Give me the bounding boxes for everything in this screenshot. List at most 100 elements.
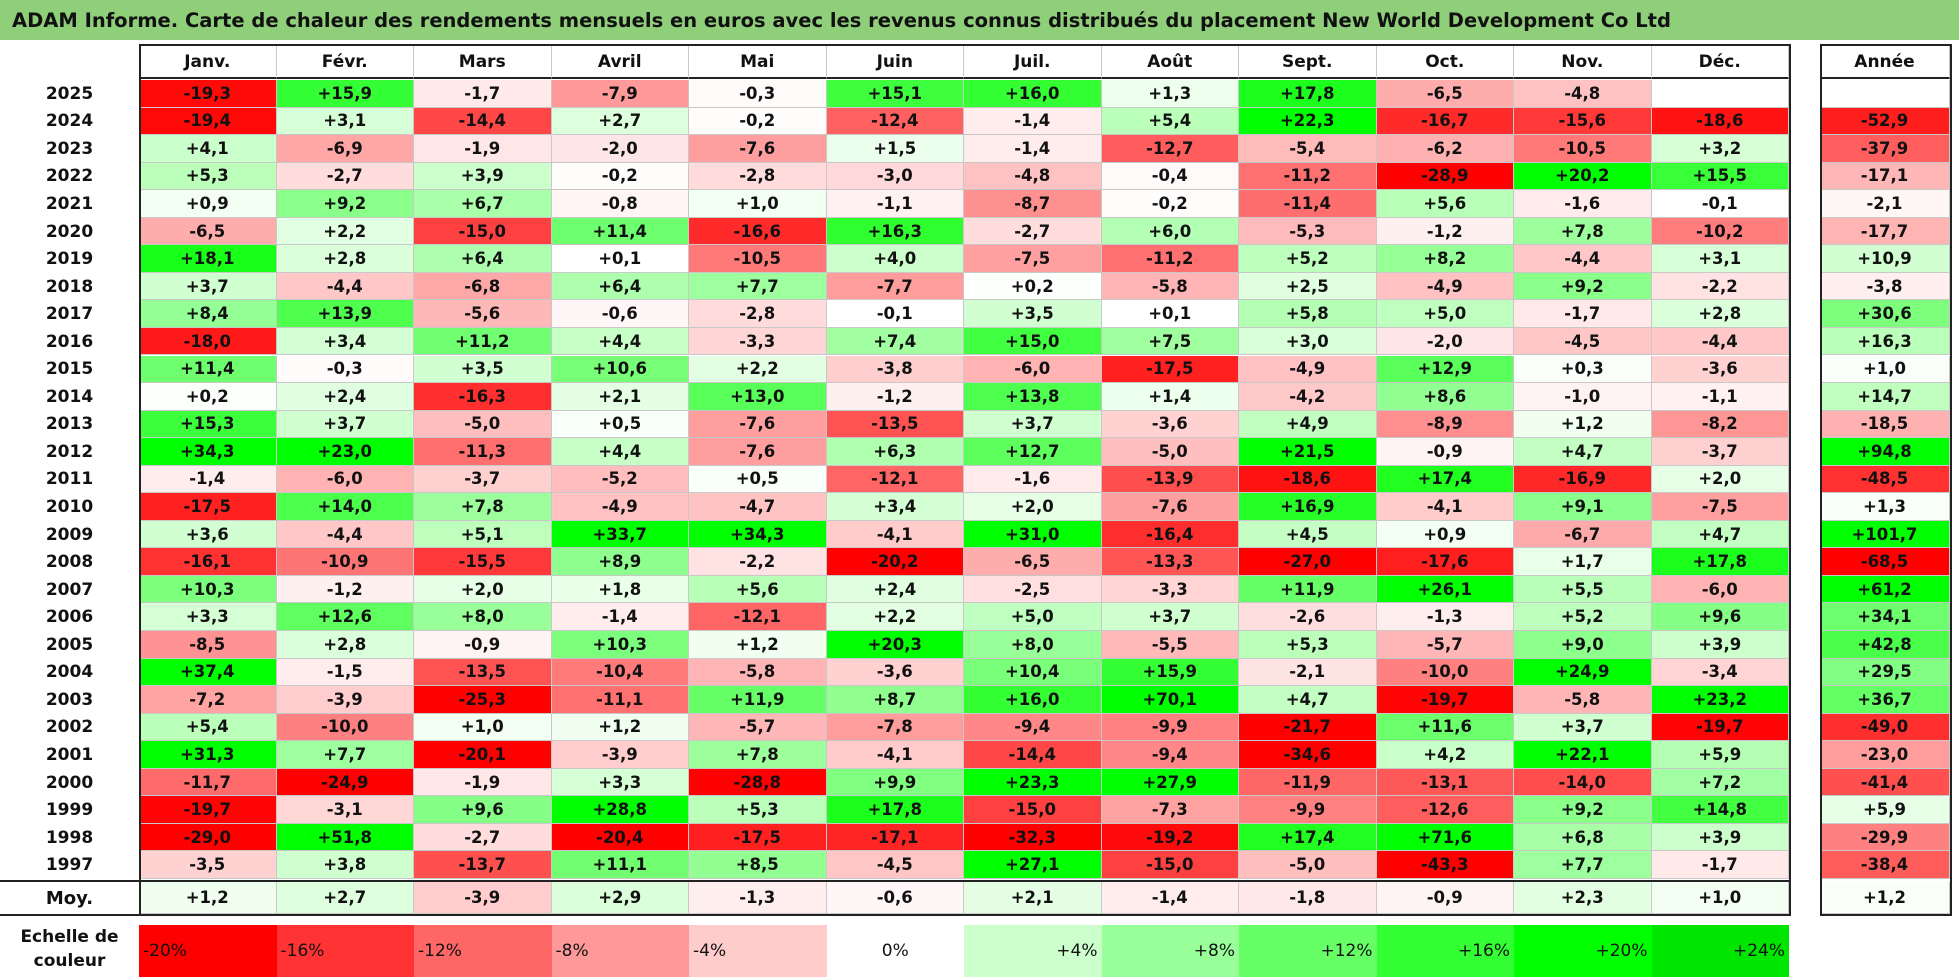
heatmap-cell: +7,2 [1651,768,1789,797]
heatmap-cell: -7,7 [826,272,964,301]
heatmap-cell: -5,3 [1239,217,1377,246]
heatmap-cell: -1,6 [1514,190,1652,218]
heatmap-cell: -13,5 [826,410,964,439]
heatmap-cell: -2,8 [689,162,827,191]
heatmap-cell: -0,9 [414,631,552,659]
color-scale-swatch: +20% [1514,925,1652,977]
heatmap-cell: +15,1 [826,80,964,108]
heatmap-cell: +12,6 [276,603,414,631]
year-label: 2023 [45,138,94,159]
heatmap-cell: +7,5 [1101,327,1239,356]
heatmap-cell: -17,6 [1376,548,1514,576]
heatmap-cell: +1,0 [689,190,827,218]
heatmap-cell: -14,4 [414,107,552,136]
year-label: 2007 [45,579,94,600]
year-label: 2002 [45,717,94,738]
heatmap-cell: +14,8 [1651,796,1789,824]
heatmap-cell: +13,9 [276,300,414,328]
annual-cell: -49,0 [1820,713,1950,742]
heatmap-cell: -0,8 [551,190,689,218]
heatmap-cell: -4,7 [689,493,827,521]
heatmap-cell: +15,5 [1651,162,1789,191]
heatmap-cell: -5,6 [414,300,552,328]
heatmap-cell: -3,3 [1101,575,1239,604]
heatmap-cell: +17,8 [1651,548,1789,576]
heatmap-cell: -7,6 [1101,493,1239,521]
chart-title: ADAM Informe. Carte de chaleur des rende… [0,0,1959,40]
column-header: Janv. [139,44,277,79]
heatmap-cell: +6,4 [414,245,552,273]
column-header: Mai [689,44,827,79]
heatmap-cell: -29,0 [139,823,277,852]
heatmap-cell: -2,1 [1239,658,1377,687]
heatmap-cell: +17,8 [1239,80,1377,108]
heatmap-cell: -4,9 [1376,272,1514,301]
average-cell: -0,9 [1376,882,1514,914]
heatmap-cell: -2,0 [551,135,689,163]
heatmap-cell: +9,0 [1514,631,1652,659]
year-label: 2011 [45,469,94,490]
heatmap-cell: -15,0 [414,217,552,246]
heatmap-cell: -0,2 [1101,190,1239,218]
color-scale-swatch: +16% [1376,925,1514,977]
heatmap-cell: -13,5 [414,658,552,687]
annual-cell: +5,9 [1820,796,1950,824]
heatmap-cell: +11,2 [414,327,552,356]
column-header: Août [1101,44,1239,79]
heatmap-cell: +16,9 [1239,493,1377,521]
annual-cell: +16,3 [1820,327,1950,356]
heatmap-cell: +13,0 [689,383,827,411]
heatmap-cell: +2,2 [826,603,964,631]
heatmap-cell: +3,9 [1651,823,1789,852]
heatmap-cell: -15,0 [1101,851,1239,879]
heatmap-cell: -10,5 [689,245,827,273]
heatmap-cell: -20,4 [551,823,689,852]
heatmap-cell: +3,4 [276,327,414,356]
heatmap-cell: +3,7 [964,410,1102,439]
heatmap-cell: -15,0 [964,796,1102,824]
heatmap-cell: +23,2 [1651,686,1789,714]
heatmap-cell: -19,2 [1101,823,1239,852]
column-header: Juin [826,44,964,79]
heatmap-cell: -1,4 [964,107,1102,136]
annual-cell: -38,4 [1820,851,1950,879]
heatmap-cell: +2,0 [414,575,552,604]
heatmap-cell: -9,4 [964,713,1102,742]
heatmap-cell: +22,1 [1514,741,1652,769]
heatmap-cell: +20,3 [826,631,964,659]
heatmap-cell: +11,9 [1239,575,1377,604]
heatmap-cell: -16,1 [139,548,277,576]
year-label: 2015 [45,359,94,380]
annual-cell: -17,7 [1820,217,1950,246]
heatmap-cell: +7,8 [1514,217,1652,246]
heatmap-cell: -3,1 [276,796,414,824]
heatmap-cell: +5,4 [1101,107,1239,136]
heatmap-cell: -32,3 [964,823,1102,852]
heatmap-cell: -1,7 [414,80,552,108]
heatmap-cell: -1,6 [964,465,1102,494]
heatmap-cell: -3,9 [551,741,689,769]
heatmap-cell: -6,5 [1376,80,1514,108]
heatmap-cell: -17,5 [689,823,827,852]
heatmap-cell: +6,7 [414,190,552,218]
heatmap-cell: -3,6 [1101,410,1239,439]
heatmap-cell: +16,0 [964,80,1102,108]
heatmap-cell: +3,3 [139,603,277,631]
heatmap-cell: -4,5 [826,851,964,879]
year-label: 2020 [45,221,94,242]
heatmap-cell: +0,3 [1514,355,1652,384]
heatmap-cell: -13,1 [1376,768,1514,797]
annual-cell: +61,2 [1820,575,1950,604]
annual-cell: -29,9 [1820,823,1950,852]
annual-cell: -37,9 [1820,135,1950,163]
heatmap-cell: -11,7 [139,768,277,797]
heatmap-cell: -0,4 [1101,162,1239,191]
year-label: 2014 [45,386,94,407]
annual-cell: -3,8 [1820,272,1950,301]
heatmap-cell: -5,8 [1101,272,1239,301]
average-separator [0,880,1789,882]
heatmap-cell: -24,9 [276,768,414,797]
heatmap-cell: +26,1 [1376,575,1514,604]
heatmap-cell: -3,6 [826,658,964,687]
heatmap-cell: +15,9 [276,80,414,108]
